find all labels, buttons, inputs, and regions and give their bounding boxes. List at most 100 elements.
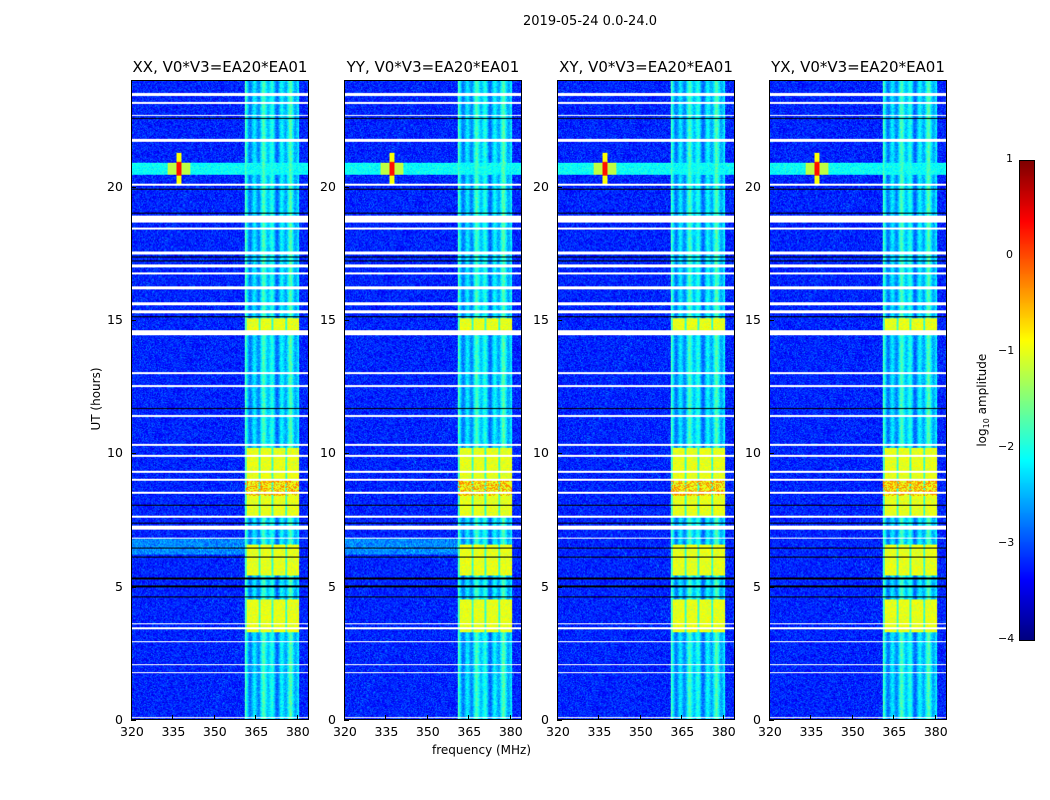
colorbar-label-suffix: amplitude (974, 353, 989, 419)
spectrogram-panel-yy (344, 80, 522, 720)
x-tick-label: 350 (415, 724, 440, 739)
x-tick-label: 365 (882, 724, 907, 739)
x-tick-mark (385, 715, 387, 720)
panel-title-1: YY, V0*V3=EA20*EA01 (346, 58, 520, 76)
y-tick-mark (557, 186, 562, 188)
y-tick-label: 10 (320, 445, 336, 461)
y-tick-label: 20 (745, 178, 761, 194)
x-tick-mark (213, 715, 215, 720)
colorbar-tick-label: 1 (1006, 152, 1013, 165)
y-tick-label: 15 (533, 312, 549, 327)
y-tick-mark (344, 586, 349, 588)
colorbar-tick-label: −2 (998, 440, 1015, 453)
x-tick-label: 320 (758, 724, 782, 739)
y-tick-mark (131, 720, 136, 721)
y-tick-label: 15 (320, 312, 336, 327)
y-tick-label: 0 (328, 712, 336, 727)
y-tick-mark (131, 186, 136, 188)
panel-title-3: YX, V0*V3=EA20*EA01 (771, 58, 945, 76)
x-tick-mark (598, 715, 600, 720)
x-tick-label: 380 (498, 724, 523, 739)
x-tick-label: 365 (670, 724, 695, 739)
y-tick-label: 10 (533, 445, 549, 461)
y-tick-mark (557, 720, 562, 721)
x-tick-mark (810, 715, 812, 720)
x-tick-label: 320 (120, 724, 144, 739)
x-axis-label: frequency (MHz) (432, 743, 532, 757)
x-tick-mark (468, 715, 470, 720)
x-tick-mark (255, 715, 257, 720)
x-tick-mark (681, 715, 683, 720)
y-tick-mark (769, 586, 774, 588)
y-tick-label: 20 (320, 178, 336, 194)
x-tick-label: 335 (161, 724, 186, 739)
colorbar (1019, 160, 1035, 641)
colorbar-label-sub: 10 (982, 418, 992, 429)
y-tick-mark (344, 720, 349, 721)
y-tick-label: 5 (753, 578, 761, 594)
colorbar-tick-label: 0 (1006, 248, 1013, 261)
x-tick-label: 365 (244, 724, 269, 739)
x-tick-label: 320 (333, 724, 357, 739)
y-tick-label: 0 (753, 712, 761, 727)
y-axis-label: UT (hours) (89, 367, 103, 431)
y-tick-label: 20 (533, 178, 549, 194)
y-tick-label: 5 (541, 578, 549, 594)
colorbar-label: log10 amplitude (975, 345, 991, 455)
x-tick-label: 365 (457, 724, 482, 739)
x-tick-label: 380 (285, 724, 310, 739)
y-tick-label: 0 (541, 712, 549, 727)
x-tick-mark (296, 715, 298, 720)
spectrogram-panel-yx (769, 80, 947, 720)
figure-title: 2019-05-24 0.0-24.0 (523, 14, 657, 29)
x-tick-mark (344, 715, 345, 720)
y-tick-mark (344, 320, 349, 321)
y-tick-mark (557, 453, 562, 455)
colorbar-label-prefix: log (974, 428, 989, 447)
y-tick-mark (557, 586, 562, 588)
colorbar-tick-label: −1 (998, 344, 1015, 357)
x-tick-label: 380 (711, 724, 736, 739)
x-tick-mark (131, 715, 132, 720)
x-tick-label: 335 (374, 724, 399, 739)
x-tick-mark (769, 715, 770, 720)
y-tick-mark (769, 320, 774, 321)
y-tick-label: 5 (328, 578, 336, 594)
x-tick-mark (934, 715, 936, 720)
x-tick-mark (557, 715, 558, 720)
panel-title-2: XY, V0*V3=EA20*EA01 (559, 58, 733, 76)
x-tick-mark (851, 715, 853, 720)
x-tick-label: 335 (799, 724, 824, 739)
y-tick-label: 20 (107, 178, 123, 194)
x-tick-label: 350 (840, 724, 865, 739)
spectrogram-panel-xx (131, 80, 309, 720)
panel-title-0: XX, V0*V3=EA20*EA01 (132, 58, 308, 76)
y-tick-mark (344, 453, 349, 455)
y-tick-label: 15 (107, 312, 123, 327)
y-tick-mark (769, 720, 774, 721)
colorbar-tick-label: −3 (998, 536, 1015, 549)
x-tick-label: 380 (923, 724, 948, 739)
y-tick-mark (557, 320, 562, 321)
y-tick-mark (131, 320, 136, 321)
y-tick-label: 10 (107, 445, 123, 461)
y-tick-label: 5 (115, 578, 123, 594)
x-tick-mark (639, 715, 641, 720)
y-tick-mark (131, 453, 136, 455)
y-tick-mark (769, 186, 774, 188)
x-tick-mark (426, 715, 428, 720)
x-tick-label: 335 (587, 724, 612, 739)
x-tick-mark (509, 715, 511, 720)
y-tick-mark (344, 186, 349, 188)
colorbar-tick-label: −4 (998, 632, 1015, 645)
y-tick-mark (769, 453, 774, 455)
x-tick-label: 320 (546, 724, 570, 739)
x-tick-mark (893, 715, 895, 720)
y-tick-label: 0 (115, 712, 123, 727)
x-tick-mark (172, 715, 174, 720)
y-tick-label: 15 (745, 312, 761, 327)
y-tick-mark (131, 586, 136, 588)
y-tick-label: 10 (745, 445, 761, 461)
x-tick-label: 350 (202, 724, 227, 739)
spectrogram-panel-xy (557, 80, 735, 720)
